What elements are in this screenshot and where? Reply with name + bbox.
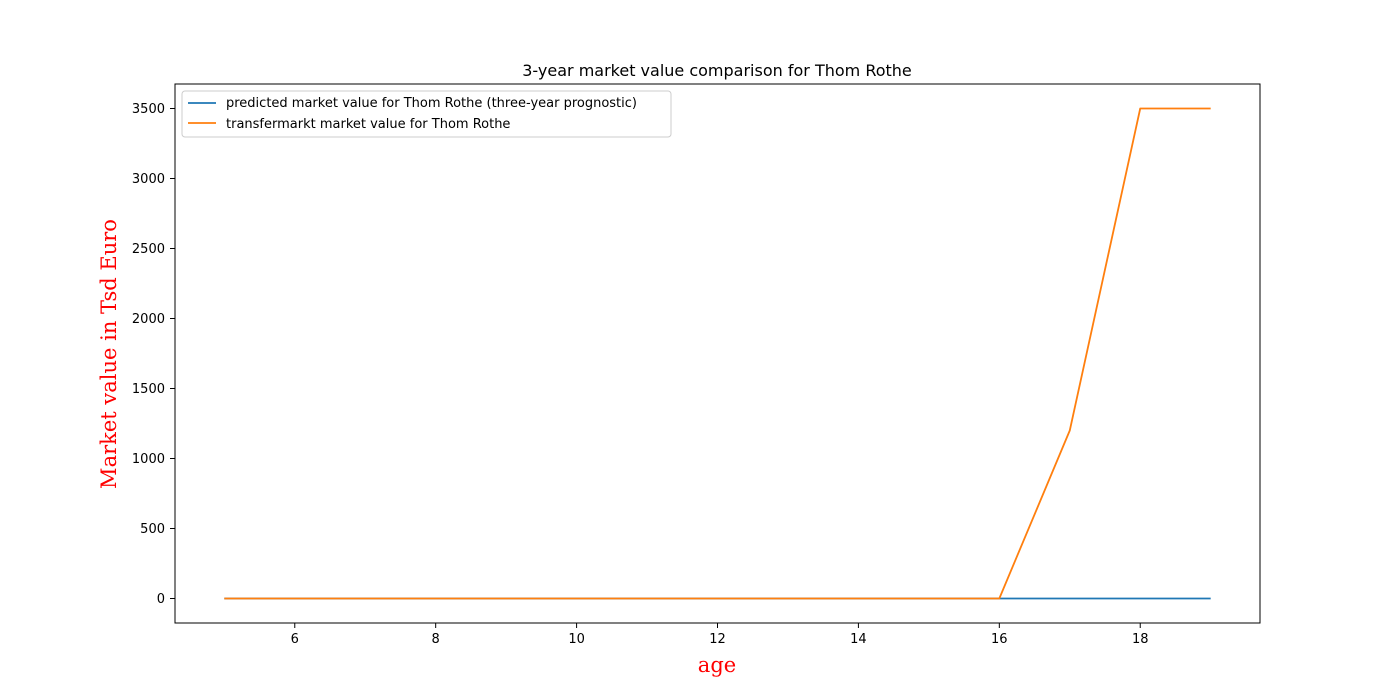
legend: predicted market value for Thom Rothe (t…: [181, 90, 672, 138]
y-tick-label: 0: [157, 592, 165, 607]
y-tick-label: 500: [140, 522, 165, 537]
y-tick-label: 1500: [132, 382, 165, 397]
y-tick-label: 3500: [132, 102, 165, 117]
y-tick-label: 1000: [132, 452, 165, 467]
plot-area-frame: [174, 83, 1261, 624]
series-line-1: [224, 107, 1211, 600]
y-tick-label: 3000: [132, 172, 165, 187]
x-tick-label: 18: [1132, 632, 1149, 647]
legend-label-predicted: predicted market value for Thom Rothe (t…: [226, 96, 637, 111]
x-tick-label: 14: [850, 632, 867, 647]
x-tick-label: 10: [568, 632, 585, 647]
y-axis-label: Market value in Tsd Euro: [97, 219, 121, 489]
legend-label-transfermarkt: transfermarkt market value for Thom Roth…: [226, 117, 510, 132]
chart-title: 3-year market value comparison for Thom …: [522, 61, 912, 80]
x-axis-ticks: 6 8 10 12 14 16 18: [291, 623, 1149, 647]
x-axis-label: age: [698, 653, 736, 677]
x-tick-label: 12: [709, 632, 726, 647]
x-tick-label: 8: [432, 632, 440, 647]
x-tick-label: 16: [991, 632, 1008, 647]
y-axis-ticks: 0 500 1000 1500 2000 2500 3000 3500: [132, 102, 175, 607]
series-layer: [224, 107, 1211, 600]
legend-box: [181, 90, 672, 138]
y-tick-label: 2500: [132, 242, 165, 257]
y-tick-label: 2000: [132, 312, 165, 327]
x-tick-label: 6: [291, 632, 299, 647]
